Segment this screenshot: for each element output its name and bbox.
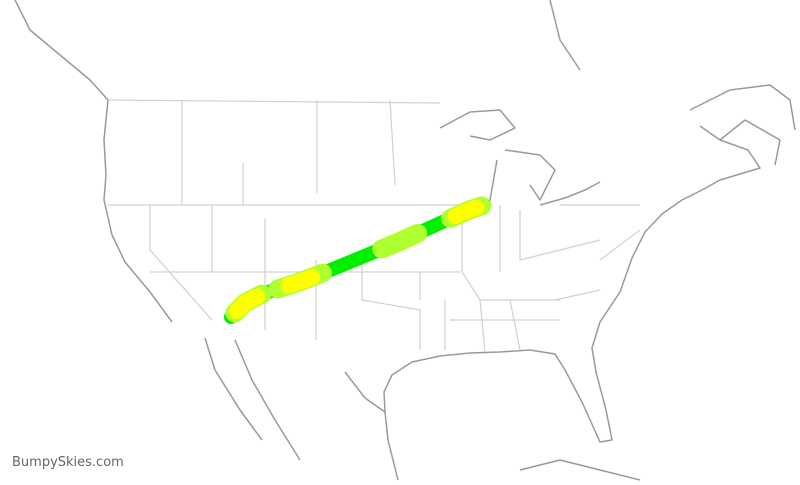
canada-coast xyxy=(14,0,796,481)
great-lakes xyxy=(439,109,601,211)
turbulence-segment-moderate xyxy=(280,269,321,294)
turbulence-segment-moderate xyxy=(228,288,266,320)
us-west-coast xyxy=(103,99,173,323)
coastlines xyxy=(14,0,796,481)
turbulence-segment-moderate xyxy=(447,199,485,225)
mexico-coast xyxy=(204,337,399,481)
flight-route xyxy=(224,196,492,324)
state-borders xyxy=(107,99,641,353)
gulf-coast xyxy=(344,125,761,443)
watermark: BumpySkies.com xyxy=(12,455,124,470)
turbulence-segment-light xyxy=(372,223,428,259)
